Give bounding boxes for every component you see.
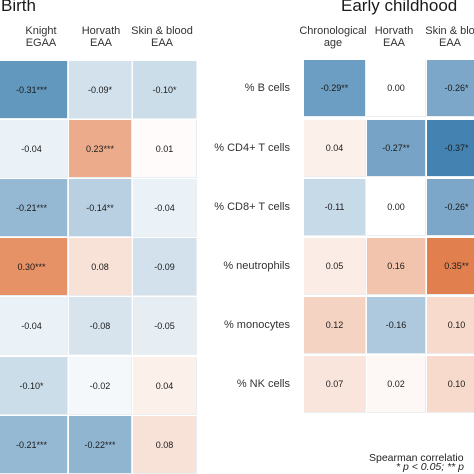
- column-header: Horvath EAA: [374, 25, 414, 49]
- heatmap-cell: 0.01: [133, 120, 197, 178]
- column-header: Skin & blo EAA: [425, 25, 474, 49]
- heatmap-cell: 0.05: [304, 238, 366, 295]
- heatmap-cell: -0.26*: [427, 179, 474, 236]
- heatmap-cell: -0.29**: [304, 60, 366, 117]
- column-header: Horvath EAA: [81, 25, 121, 49]
- heatmap-cell: -0.02: [69, 357, 132, 415]
- heatmap-cell: 0.04: [133, 357, 197, 415]
- heatmap-cell: -0.26*: [427, 60, 474, 117]
- row-label: % monocytes: [223, 318, 290, 331]
- heatmap-cell: -0.16: [367, 297, 426, 354]
- heatmap-cell: 0.16: [367, 238, 426, 295]
- heatmap-cell: 0.10: [427, 297, 474, 354]
- row-label: % NK cells: [236, 377, 290, 390]
- heatmap-cell: 0.10: [427, 356, 474, 413]
- heatmap-cell: -0.04: [0, 120, 68, 178]
- heatmap-cell: 0.00: [367, 179, 426, 236]
- heatmap-cell: -0.08: [69, 297, 132, 355]
- significance-footnote: * p < 0.05; ** p: [396, 461, 465, 473]
- heatmap-cell: 0.12: [304, 297, 366, 354]
- heatmap-cell: -0.09*: [69, 61, 132, 119]
- heatmap-cell: 0.04: [304, 120, 366, 177]
- heatmap-cell: -0.21***: [0, 179, 68, 237]
- row-label: % neutrophils: [223, 259, 290, 272]
- column-header: Skin & blood EAA: [131, 25, 193, 49]
- heatmap-cell: 0.02: [367, 356, 426, 413]
- heatmap-cell: -0.27**: [367, 120, 426, 177]
- heatmap-cell: -0.04: [133, 179, 197, 237]
- heatmap-cell: -0.22***: [69, 416, 132, 474]
- row-label: % CD4+ T cells: [214, 141, 290, 154]
- heatmap-cell: -0.09: [133, 238, 197, 296]
- heatmap-cell: -0.10*: [133, 61, 197, 119]
- heatmap-cell: 0.23***: [69, 120, 132, 178]
- panel-title: Early childhood: [341, 0, 458, 15]
- heatmap-cell: 0.08: [69, 238, 132, 296]
- heatmap-cell: -0.37*: [427, 120, 474, 177]
- row-label: % B cells: [244, 81, 290, 94]
- heatmap-cell: 0.08: [133, 416, 197, 474]
- heatmap-cell: -0.10*: [0, 357, 68, 415]
- column-header: Chronological age: [299, 25, 367, 49]
- legend-title: Spearman correlatio: [369, 452, 464, 464]
- heatmap-cell: 0.30***: [0, 238, 68, 296]
- heatmap-cell: 0.00: [367, 60, 426, 117]
- row-label: % CD8+ T cells: [214, 200, 290, 213]
- heatmap-cell: 0.07: [304, 356, 366, 413]
- heatmap-cell: -0.31***: [0, 61, 68, 119]
- heatmap-cell: -0.21***: [0, 416, 68, 474]
- heatmap-cell: 0.35**: [427, 238, 474, 295]
- heatmap-cell: -0.11: [304, 179, 366, 236]
- panel-title: Birth: [1, 0, 36, 15]
- column-header: Knight EGAA: [25, 25, 57, 49]
- heatmap-cell: -0.05: [133, 297, 197, 355]
- heatmap-cell: -0.04: [0, 297, 68, 355]
- heatmap-cell: -0.14**: [69, 179, 132, 237]
